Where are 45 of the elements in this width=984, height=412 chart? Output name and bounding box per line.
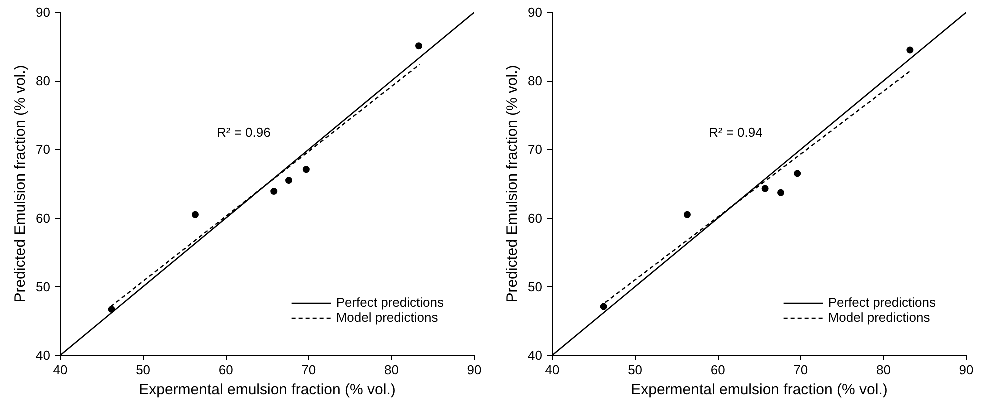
annotation: R² = 0.96	[216, 125, 271, 140]
legend-label: Model predictions	[336, 310, 438, 325]
x-tick-label: 80	[384, 362, 399, 378]
x-tick-label: 90	[467, 362, 482, 378]
y-tick-label: 40	[528, 348, 543, 363]
y-tick-label: 80	[36, 74, 51, 89]
point	[906, 46, 914, 54]
y-tick-label: 80	[528, 74, 543, 89]
x-tick-label: 60	[218, 362, 234, 378]
point	[192, 211, 199, 218]
point	[600, 303, 608, 310]
x-tick-label: 40	[53, 362, 68, 378]
legend-label: Perfect predictions	[336, 295, 444, 310]
point	[684, 211, 691, 218]
y-tick-label: 90	[36, 5, 51, 20]
legend-label: Perfect predictions	[828, 295, 936, 310]
point	[302, 166, 310, 174]
y-tick-label: 90	[528, 5, 543, 20]
y-tick-label: 60	[528, 210, 543, 226]
x-tick-label: 50	[628, 362, 643, 378]
x-tick-label: 80	[876, 362, 891, 378]
y-tick-label: 50	[528, 279, 543, 294]
y-tick-label: 40	[36, 348, 51, 363]
x-axis-title: Expermental emulsion fraction (% vol.)	[631, 382, 888, 398]
y-axis-title: Predicted Emulsion fraction (% vol.)	[504, 65, 522, 303]
y-tick-label: 60	[36, 210, 51, 226]
y-tick-label: 70	[528, 142, 543, 158]
y-tick-label: 70	[36, 142, 51, 158]
point	[286, 177, 293, 184]
x-tick-label: 90	[959, 362, 974, 378]
legend-label: Model predictions	[828, 310, 930, 325]
x-tick-label: 50	[136, 362, 151, 378]
point	[794, 170, 802, 178]
x-tick-label: 60	[710, 362, 726, 378]
annotation: R² = 0.94	[708, 125, 763, 140]
x-tick-label: 70	[302, 362, 316, 378]
point	[778, 189, 785, 196]
y-axis-title: Predicted Emulsion fraction (% vol.)	[12, 65, 30, 303]
x-tick-label: 40	[545, 362, 560, 378]
point	[270, 188, 278, 196]
y-tick-label: 50	[36, 279, 51, 294]
point	[416, 42, 423, 50]
x-axis-title: Expermental emulsion fraction (% vol.)	[139, 382, 396, 398]
x-tick-label: 70	[794, 362, 808, 378]
point	[762, 185, 769, 192]
